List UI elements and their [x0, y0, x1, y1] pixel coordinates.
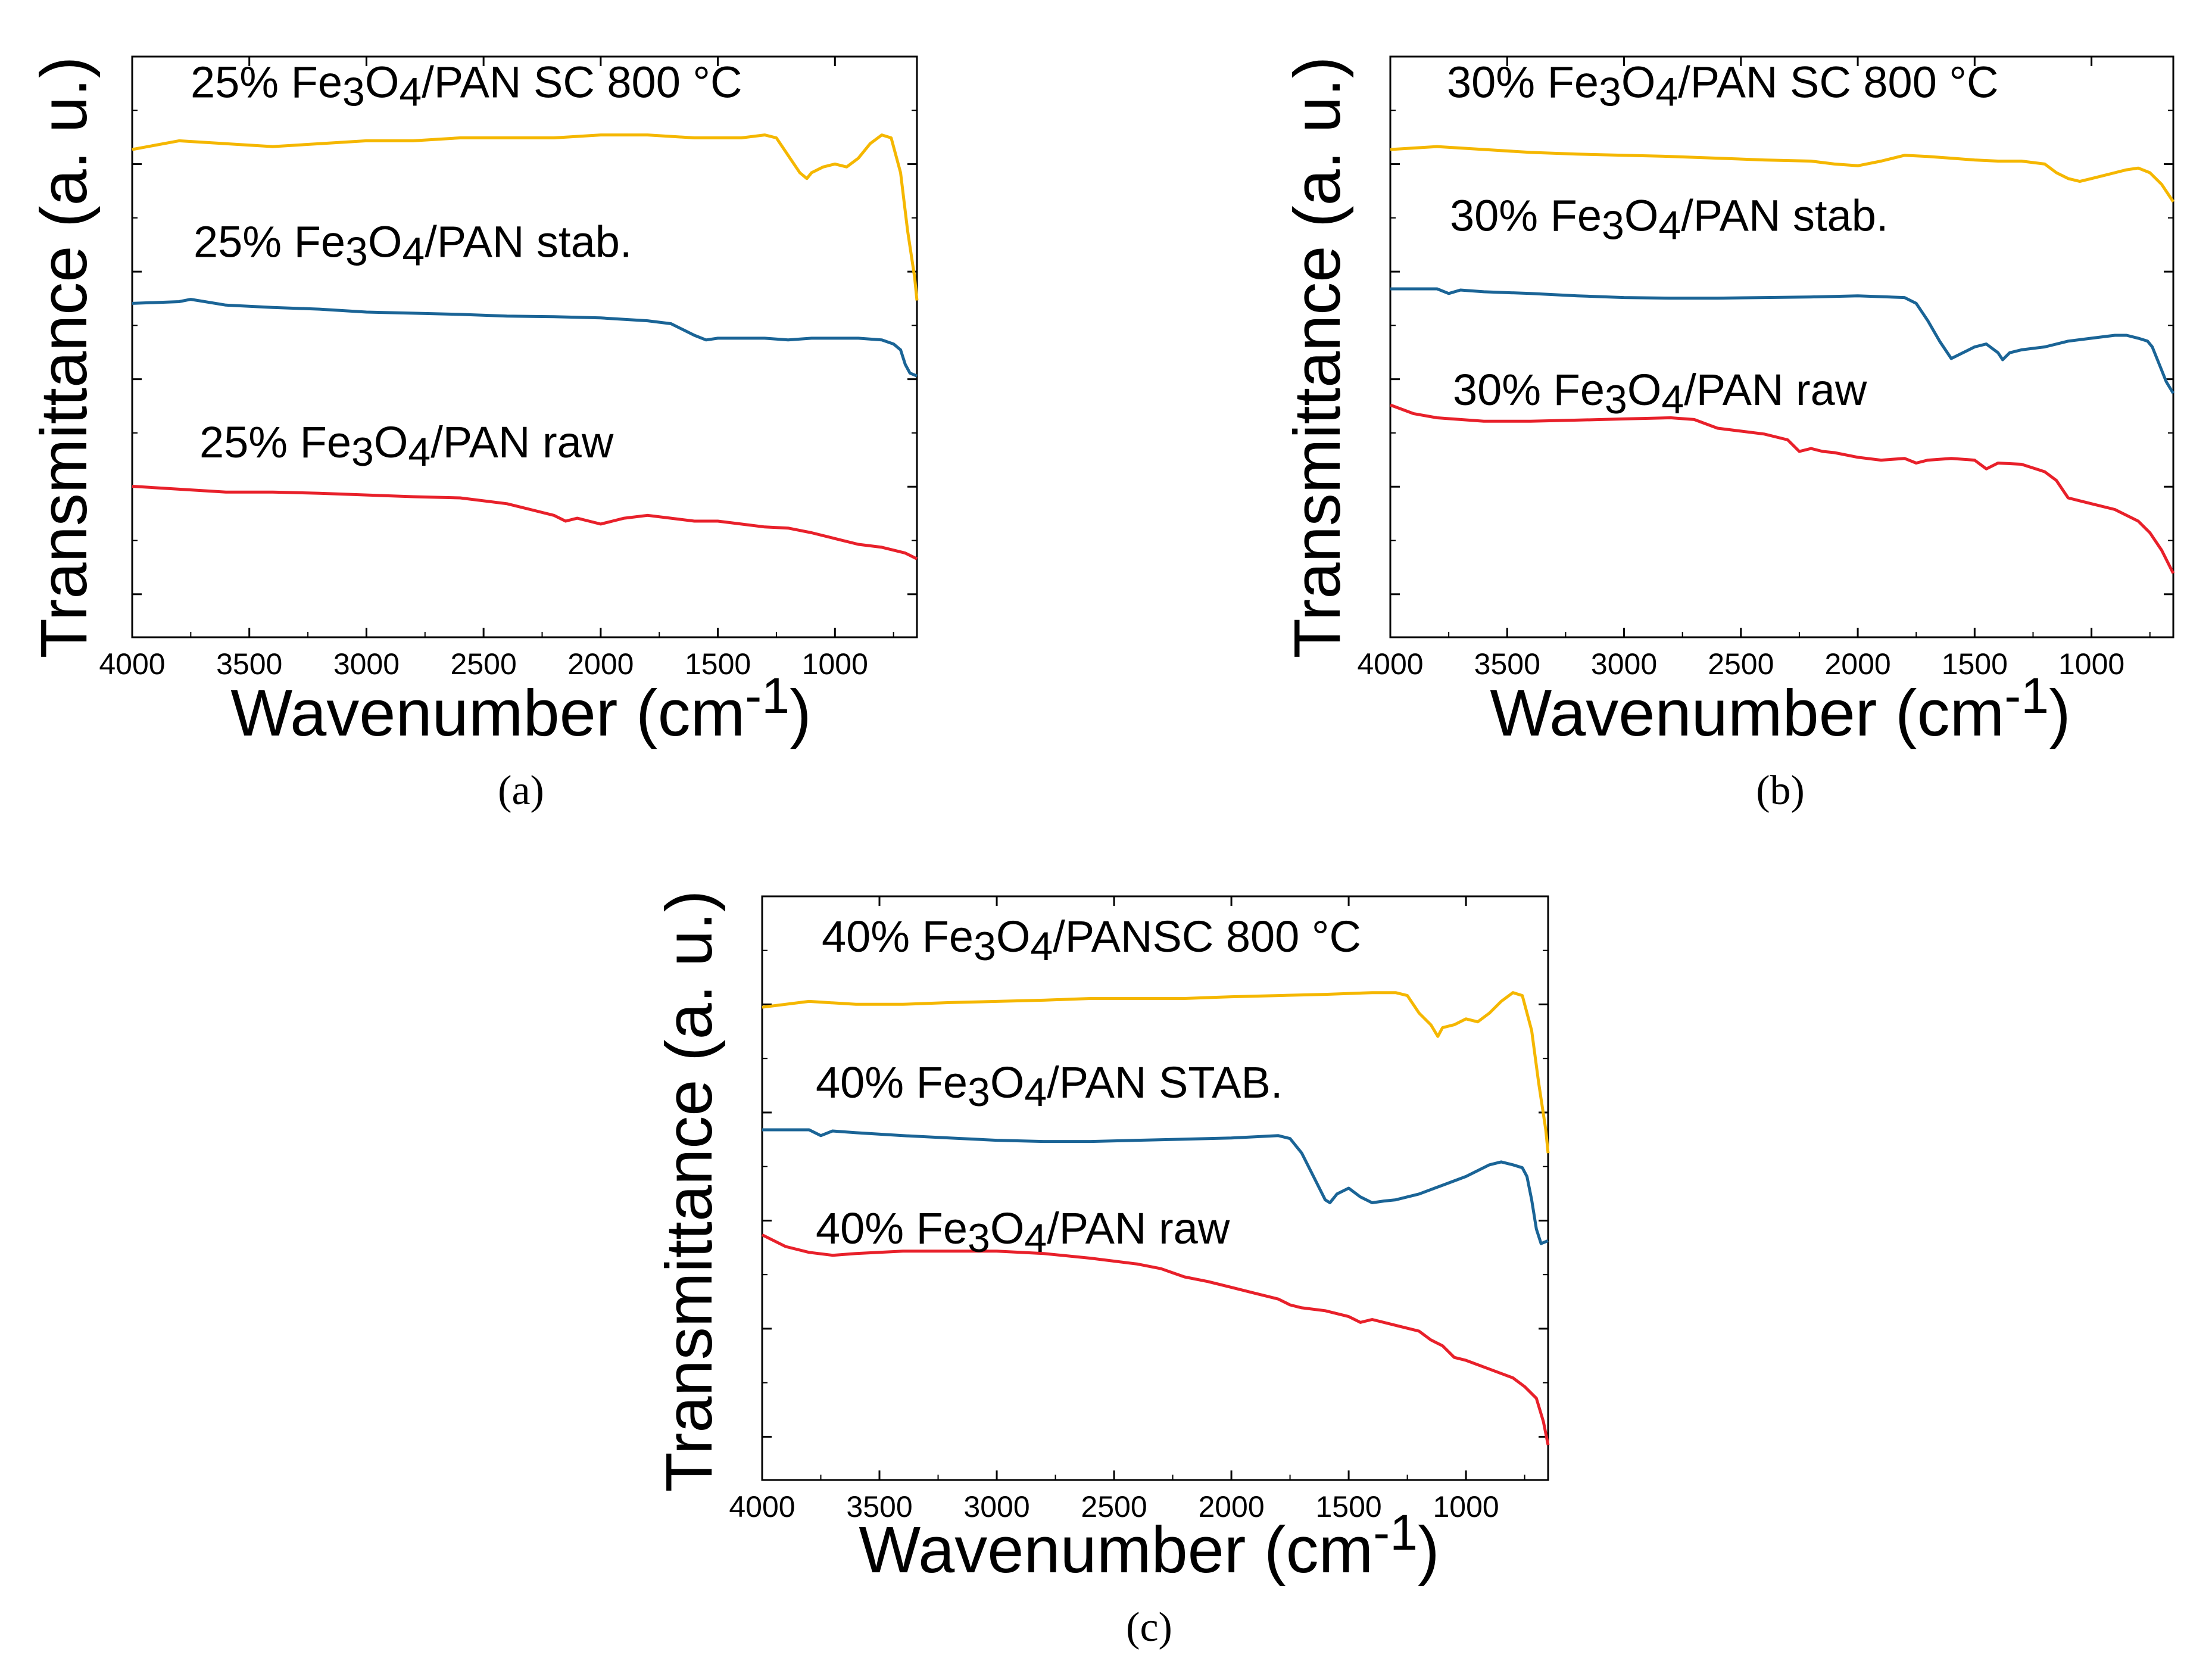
- plot-frame-c: [761, 895, 1549, 1481]
- series-line-b-0: [1390, 145, 2175, 203]
- x-tick-label: 3000: [1591, 647, 1657, 681]
- series-label-c-2: 40% Fe3O4/PAN raw: [816, 1204, 1230, 1261]
- panel-a-x-axis-title: Wavenumber (cm-1): [230, 668, 811, 750]
- x-tick-label: 1000: [802, 647, 868, 681]
- x-tick-label: 4000: [729, 1490, 795, 1523]
- series-label-c-1: 40% Fe3O4/PAN STAB.: [816, 1058, 1283, 1115]
- series-line-c-2: [761, 1233, 1550, 1445]
- series-line-a-1: [132, 298, 918, 378]
- panel-c-caption: (c): [1126, 1604, 1172, 1650]
- x-tick-label: 2500: [1081, 1490, 1147, 1523]
- x-tick-label: 2000: [1198, 1490, 1264, 1523]
- panel-c-x-axis-title: Wavenumber (cm-1): [859, 1504, 1439, 1587]
- series-line-b-1: [1390, 287, 2175, 394]
- x-tick-label: 4000: [1357, 647, 1423, 681]
- x-tick-label: 1000: [2058, 647, 2124, 681]
- x-tick-label: 3000: [333, 647, 400, 681]
- series-label-b-1: 30% Fe3O4/PAN stab.: [1450, 191, 1888, 248]
- x-tick-label: 2500: [1708, 647, 1774, 681]
- series-line-a-0: [132, 133, 919, 301]
- series-label-b-0: 30% Fe3O4/PAN SC 800 °C: [1447, 57, 1998, 114]
- x-tick-label: 2000: [1824, 647, 1890, 681]
- series-line-b-2: [1390, 403, 2175, 574]
- x-tick-label: 1500: [1315, 1490, 1381, 1523]
- chart-panel-b: Transmittance (a. u.) Wavenumber (cm-1) …: [1281, 57, 2071, 814]
- plot-area-b: 4000 3500 3000 2500 2000 1500 1000 30% Fe3O4/PA…: [1357, 55, 2175, 681]
- series-label-c-0: 40% Fe3O4/PANSC 800 °C: [822, 912, 1361, 969]
- series-line-c-1: [762, 1128, 1549, 1245]
- x-tick-label: 4000: [99, 647, 165, 681]
- x-tick-label: 2000: [567, 647, 634, 681]
- panel-a-caption: (a): [498, 768, 544, 814]
- panel-c-y-axis-title: Transmittance (a. u.): [653, 890, 726, 1492]
- chart-panel-a: Transmittance (a. u.) Wavenumber (cm-1) …: [27, 57, 812, 814]
- x-tick-label: 1500: [1942, 647, 2008, 681]
- plot-frame-a: [131, 55, 918, 638]
- series-label-b-2: 30% Fe3O4/PAN raw: [1453, 365, 1867, 422]
- series-line-a-2: [132, 485, 918, 560]
- panel-b-y-axis-title: Transmittance (a. u.): [1281, 57, 1354, 659]
- x-tick-label: 2500: [451, 647, 517, 681]
- plot-frame-b: [1389, 55, 2174, 638]
- panel-b-x-axis-title: Wavenumber (cm-1): [1490, 668, 2070, 750]
- series-label-a-1: 25% Fe3O4/PAN stab.: [194, 217, 632, 274]
- x-tick-label: 3000: [963, 1490, 1029, 1523]
- x-tick-label: 1000: [1433, 1490, 1499, 1523]
- x-tick-label: 3500: [846, 1490, 912, 1523]
- x-tick-label: 3500: [1474, 647, 1540, 681]
- series-line-c-0: [762, 991, 1550, 1154]
- x-tick-label: 1500: [685, 647, 751, 681]
- series-label-a-2: 25% Fe3O4/PAN raw: [199, 417, 614, 475]
- plot-area-c: 4000 3500 3000 2500 2000 1500 1000 40% Fe3O4/PA…: [729, 895, 1550, 1523]
- x-tick-label: 3500: [216, 647, 282, 681]
- panel-a-y-axis-title: Transmittance (a. u.): [27, 57, 101, 659]
- series-label-a-0: 25% Fe3O4/PAN SC 800 °C: [191, 57, 742, 114]
- panel-b-caption: (b): [1756, 768, 1805, 814]
- plot-area-a: 4000 3500 3000 2500 2000 1500 1000 25% Fe3O4/PA…: [99, 55, 919, 681]
- chart-panel-c: Transmittance (a. u.) Wavenumber (cm-1) …: [653, 890, 1440, 1650]
